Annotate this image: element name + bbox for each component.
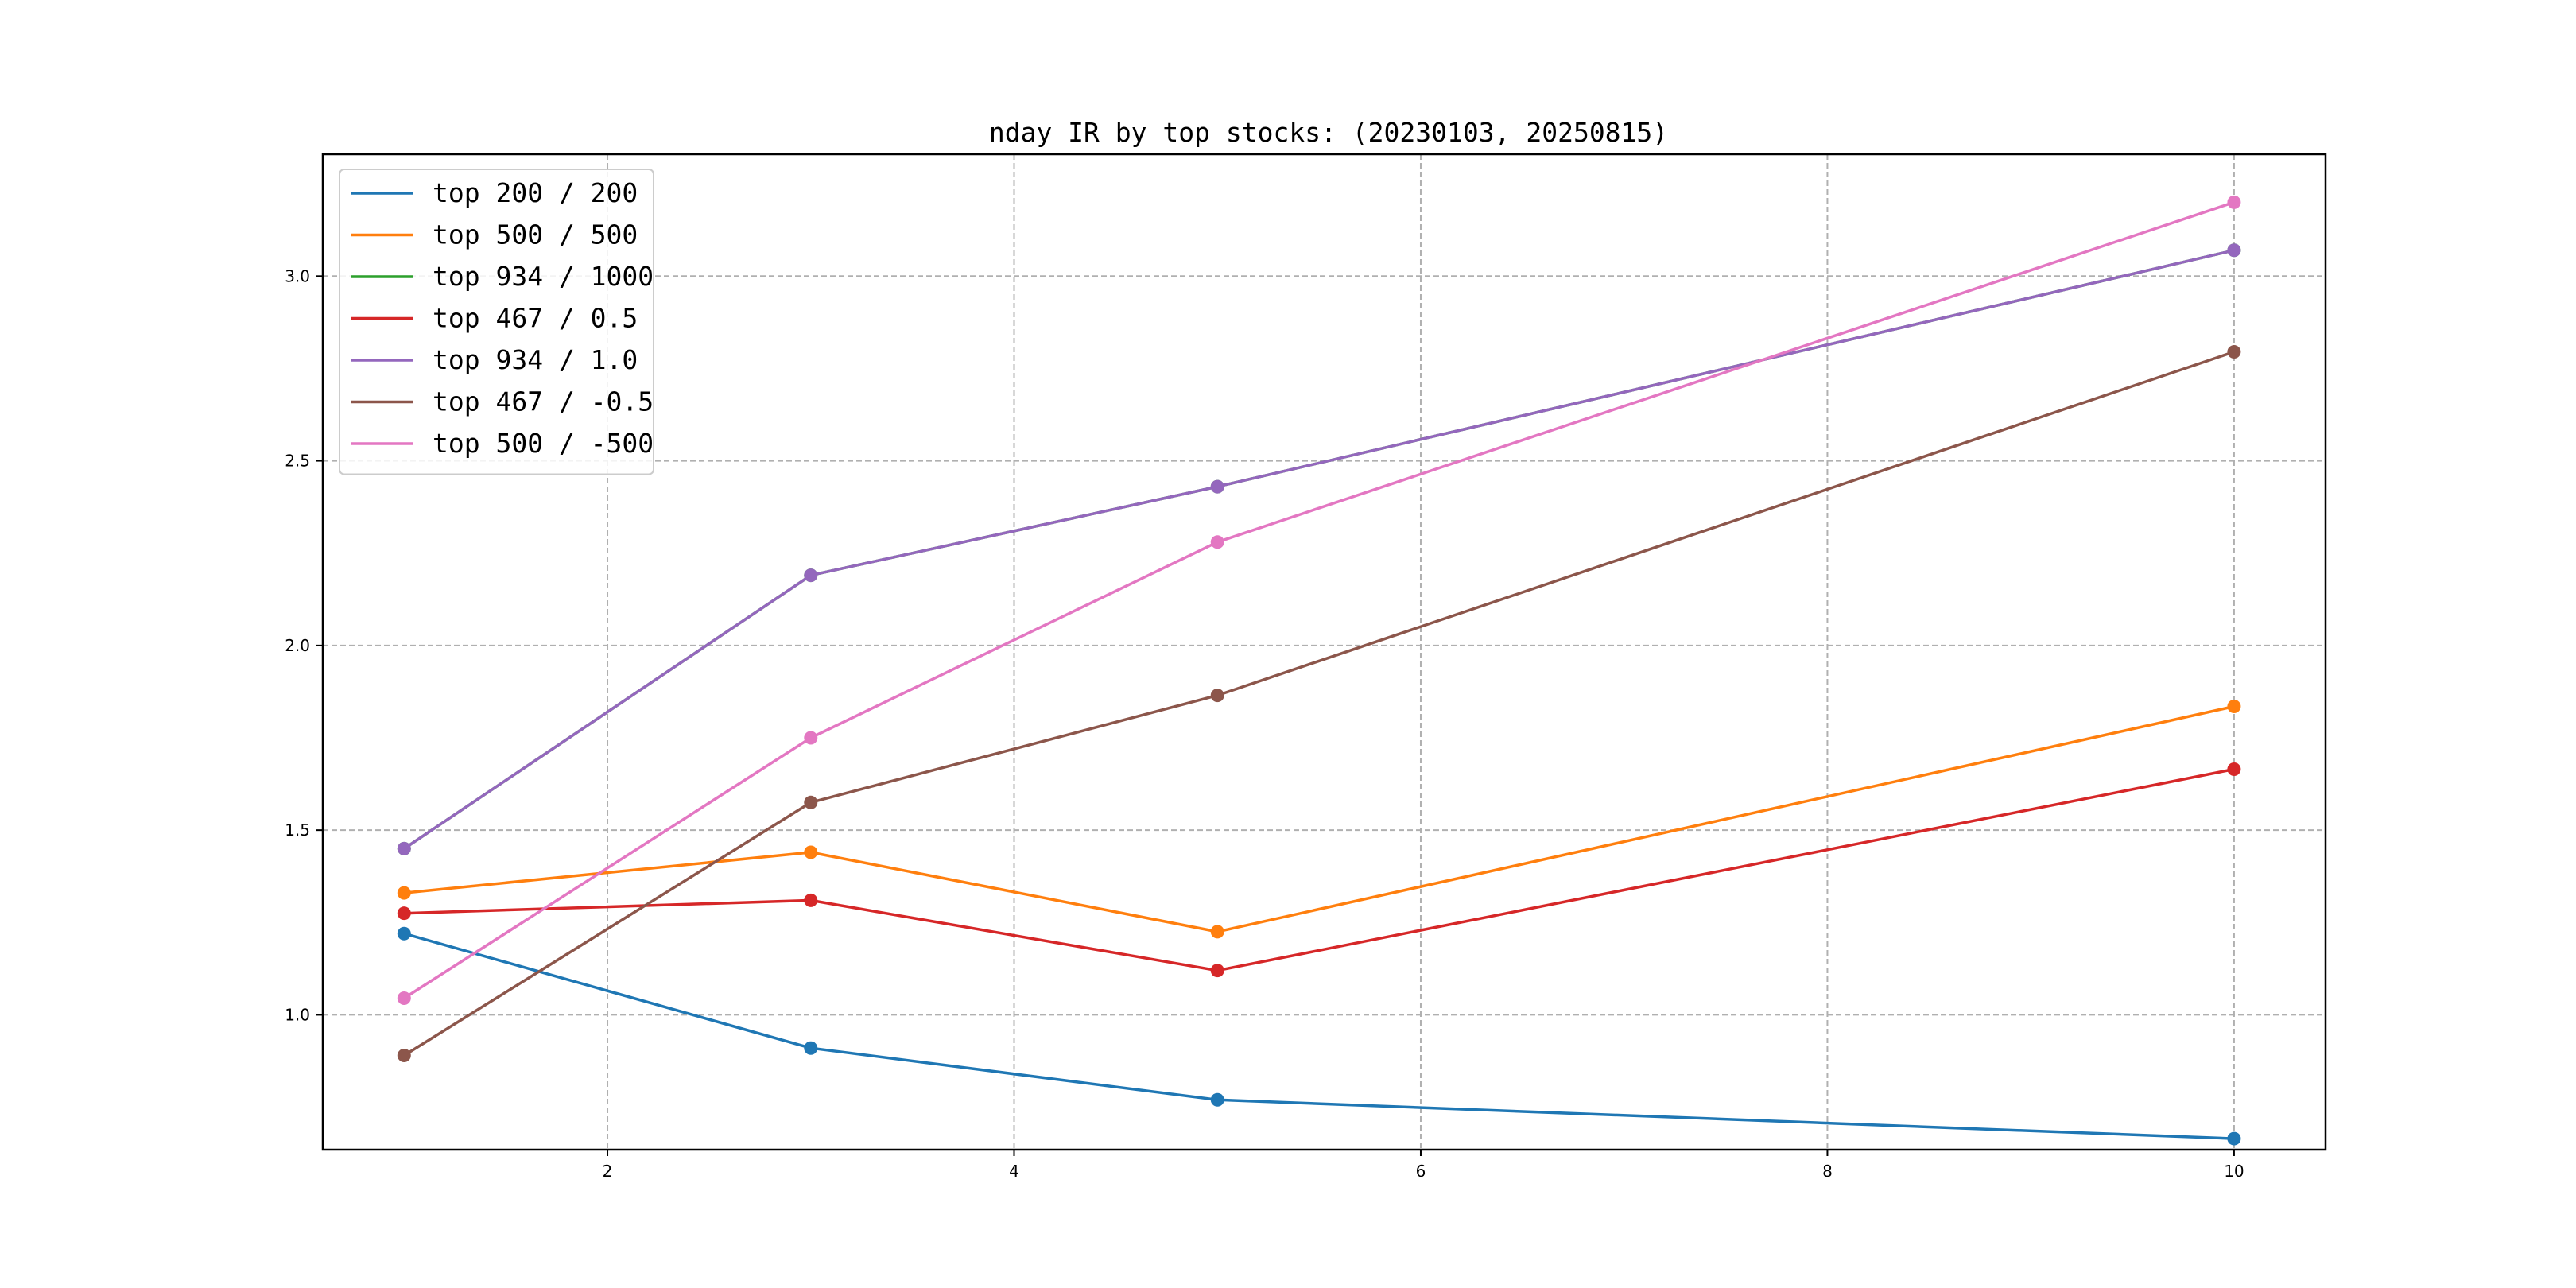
series-5	[397, 243, 2241, 855]
legend-label: top 467 / -0.5	[433, 386, 654, 417]
legend-item: top 500 / 500	[351, 219, 638, 250]
data-point	[1210, 535, 1224, 549]
x-axis: 2 4 6 8 10	[603, 1150, 2244, 1181]
legend-label: top 500 / 500	[433, 219, 638, 250]
data-point	[804, 731, 818, 745]
series-line	[403, 200, 2235, 999]
x-tick-label: 4	[1009, 1162, 1019, 1181]
data-point	[1210, 1092, 1224, 1107]
legend-item: top 934 / 1.0	[351, 344, 638, 375]
data-point	[2227, 345, 2241, 359]
y-axis: 1.0 1.5 2.0 2.5 3.0	[285, 266, 323, 1024]
legend-item: top 467 / -0.5	[351, 386, 654, 417]
series-6	[397, 345, 2241, 1063]
legend-item: top 200 / 200	[351, 177, 638, 208]
data-point	[804, 845, 818, 859]
x-tick-label: 2	[603, 1162, 613, 1181]
y-tick-label: 1.0	[285, 1005, 310, 1024]
data-point	[397, 1049, 411, 1063]
data-point	[2227, 700, 2241, 714]
y-tick-label: 2.0	[285, 636, 310, 655]
plot-area	[321, 153, 2327, 1151]
series-line	[404, 767, 2235, 972]
legend-item: top 934 / 1000	[351, 261, 654, 292]
data-point	[397, 991, 411, 1006]
series-line	[403, 350, 2235, 1057]
x-tick-label: 6	[1416, 1162, 1426, 1181]
legend-label: top 934 / 1000	[433, 261, 654, 292]
series-line	[403, 249, 2235, 850]
series-line	[403, 932, 2234, 1140]
data-point	[2227, 1131, 2241, 1146]
legend-item: top 500 / -500	[351, 428, 654, 459]
legend-item: top 467 / 0.5	[351, 303, 638, 334]
data-point	[397, 886, 411, 900]
data-point	[397, 906, 411, 921]
data-point	[2227, 762, 2241, 776]
data-point	[1210, 925, 1224, 939]
y-tick-label: 1.5	[285, 821, 310, 840]
y-tick-label: 3.0	[285, 266, 310, 285]
data-point	[1210, 964, 1224, 978]
series-7	[397, 195, 2241, 1006]
x-tick-label: 10	[2224, 1162, 2244, 1181]
data-point	[804, 795, 818, 809]
data-point	[397, 926, 411, 941]
data-point	[1210, 689, 1224, 703]
data-point	[804, 568, 818, 583]
chart-title: nday IR by top stocks: (20230103, 202508…	[989, 117, 1668, 148]
series-2	[397, 700, 2241, 939]
x-tick-label: 8	[1822, 1162, 1833, 1181]
legend-label: top 200 / 200	[433, 177, 638, 208]
series-group	[397, 195, 2241, 1146]
legend-label: top 934 / 1.0	[433, 344, 638, 375]
y-tick-label: 2.5	[285, 452, 310, 471]
legend-box	[339, 169, 654, 475]
legend: top 200 / 200 top 500 / 500 top 934 / 1000…	[339, 169, 654, 475]
series-1	[397, 926, 2241, 1146]
data-point	[397, 841, 411, 855]
data-point	[804, 893, 818, 907]
data-point	[2227, 243, 2241, 258]
data-point	[2227, 195, 2241, 209]
legend-label: top 467 / 0.5	[433, 303, 638, 334]
data-point	[1210, 479, 1224, 494]
series-line	[404, 704, 2235, 933]
series-4	[397, 762, 2241, 978]
data-point	[804, 1041, 818, 1055]
legend-label: top 500 / -500	[433, 428, 654, 459]
